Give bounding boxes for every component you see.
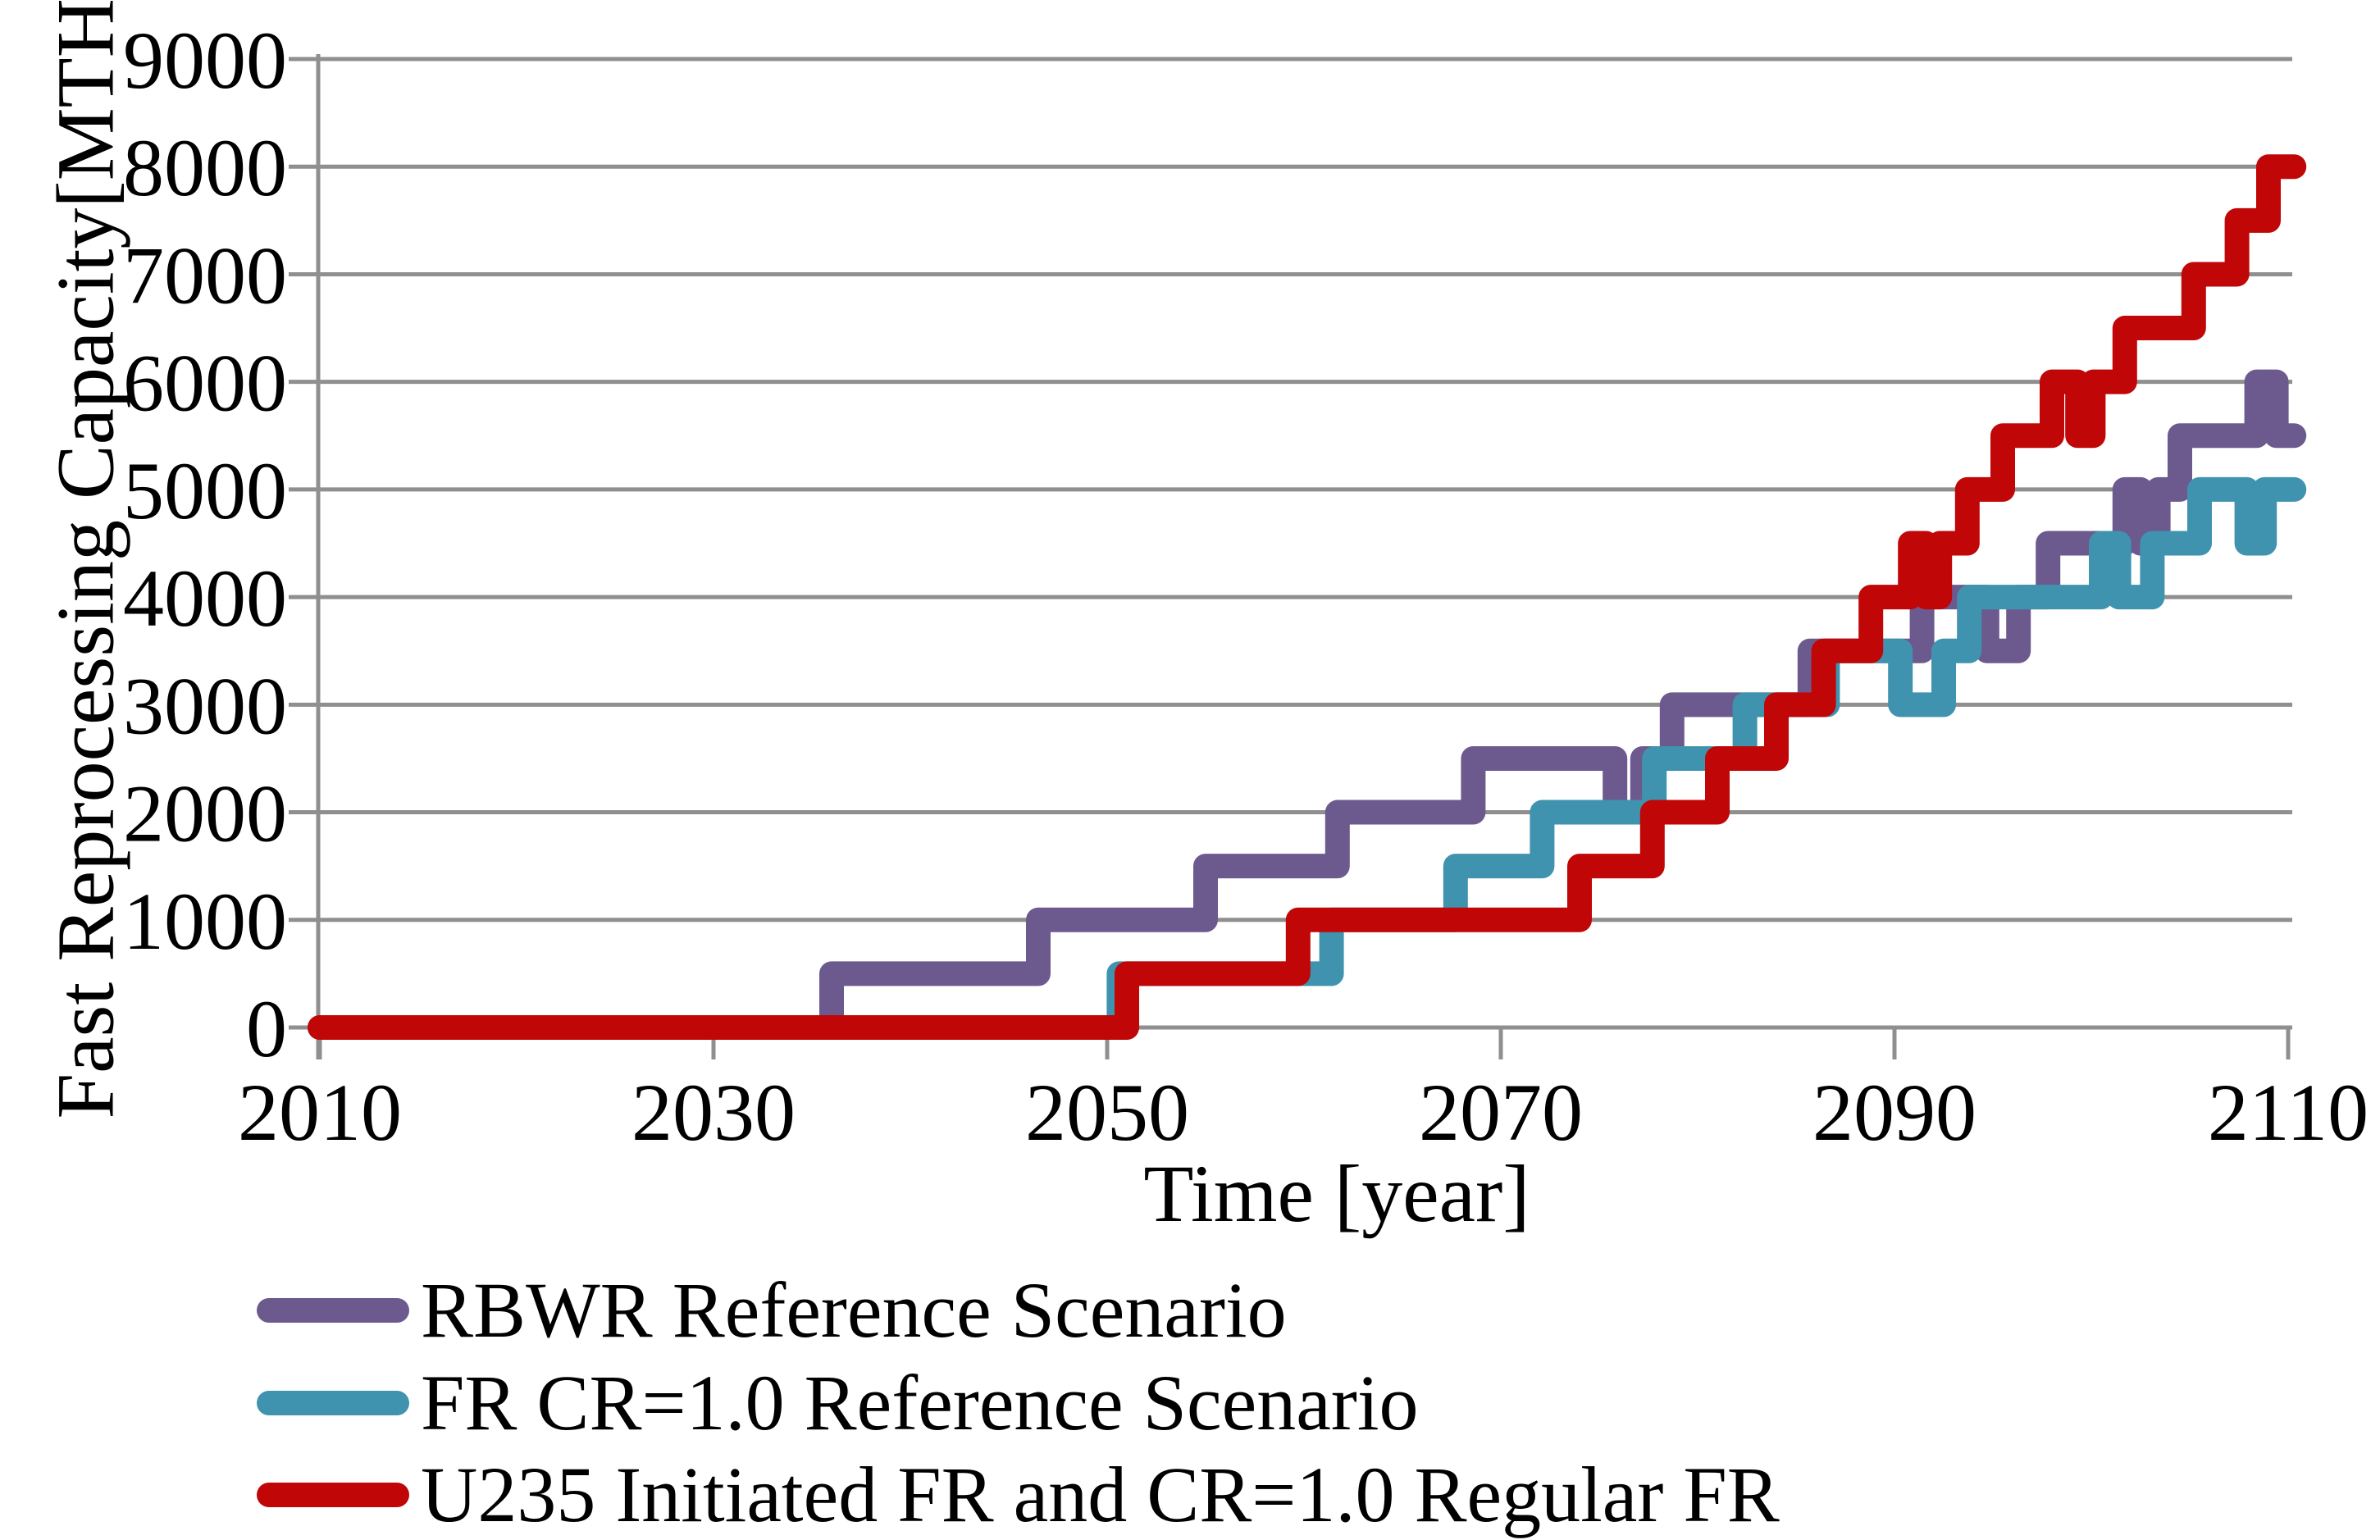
series-line-2	[308, 154, 2307, 1040]
y-axis-title: Fast Reprocessing Capacity[MTHM]	[39, 0, 131, 1119]
legend-item-2: U235 Initiated FR and CR=1.0 Regular FR	[257, 1450, 1780, 1540]
legend-item-0: RBWR Reference Scenario	[257, 1265, 1287, 1355]
legend-label: U235 Initiated FR and CR=1.0 Regular FR	[421, 1451, 1780, 1538]
y-tick-label-5000: 5000	[123, 445, 287, 536]
y-tick-label-7000: 7000	[123, 230, 287, 321]
y-tick-label-2000: 2000	[123, 768, 287, 859]
legend-label: FR CR=1.0 Reference Scenario	[421, 1359, 1419, 1447]
y-tick-label-1000: 1000	[123, 876, 287, 967]
x-tick-label-2010: 2010	[238, 1067, 402, 1158]
series-line-0	[308, 369, 2307, 1040]
x-tick-label-2070: 2070	[1419, 1067, 1583, 1158]
y-tick-label-8000: 8000	[123, 122, 287, 213]
x-tick-label-2050: 2050	[1025, 1067, 1189, 1158]
series-line-1	[308, 476, 2307, 1040]
legend-item-1: FR CR=1.0 Reference Scenario	[257, 1358, 1419, 1448]
legend-swatch-icon	[257, 1298, 409, 1323]
x-axis-title: Time [year]	[1143, 1148, 1530, 1239]
legend-swatch-icon	[257, 1483, 409, 1507]
x-tick-label-2110: 2110	[2208, 1067, 2369, 1158]
y-tick-label-6000: 6000	[123, 338, 287, 429]
y-tick-label-0: 0	[246, 983, 287, 1074]
x-tick-label-2030: 2030	[631, 1067, 796, 1158]
y-tick-label-9000: 9000	[123, 15, 287, 106]
y-tick-label-4000: 4000	[123, 553, 287, 644]
y-tick-label-3000: 3000	[123, 660, 287, 751]
legend-label: RBWR Reference Scenario	[421, 1266, 1287, 1354]
legend-swatch-icon	[257, 1391, 409, 1415]
x-tick-label-2090: 2090	[1812, 1067, 1976, 1158]
